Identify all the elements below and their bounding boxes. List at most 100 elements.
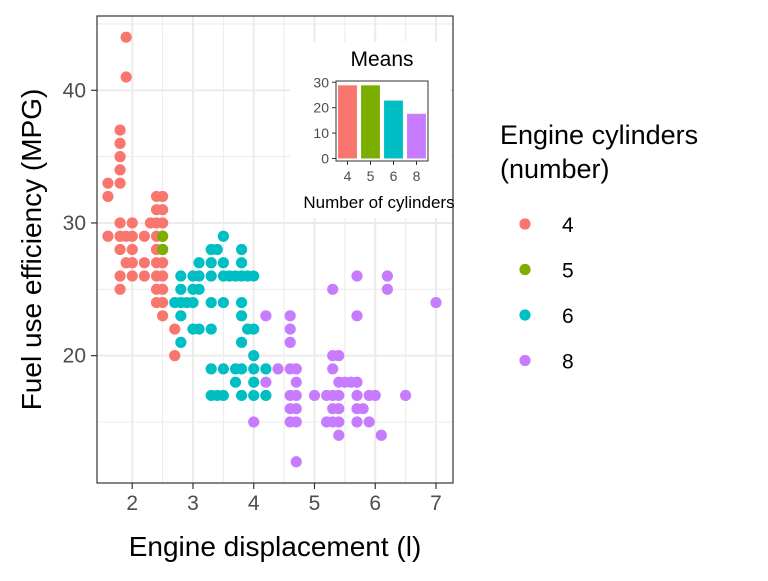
scatter-point [157, 190, 169, 203]
scatter-point [102, 230, 114, 242]
legend-key [519, 309, 531, 321]
scatter-point [193, 283, 205, 295]
inset-y-tick-label: 10 [313, 125, 329, 141]
scatter-point [169, 323, 181, 335]
scatter-point [126, 230, 138, 242]
scatter-point [114, 177, 126, 189]
scatter-point [333, 350, 345, 362]
legend-key [519, 354, 531, 367]
scatter-point [321, 416, 333, 428]
scatter-point [175, 310, 187, 322]
inset-bar [384, 100, 403, 159]
scatter-point [138, 257, 150, 269]
legend-label: 6 [562, 305, 574, 328]
legend-key [519, 263, 531, 276]
legend-entry: 4 [519, 214, 574, 237]
x-tick-label: 7 [430, 492, 442, 515]
scatter-point [120, 31, 132, 43]
scatter-point [248, 323, 260, 335]
scatter-point [157, 217, 169, 229]
scatter-point [114, 164, 126, 176]
legend-entry: 6 [519, 305, 574, 328]
scatter-point [126, 217, 138, 229]
scatter-point [248, 376, 260, 388]
inset-x-tick-label: 4 [344, 168, 352, 184]
legend-entry: 8 [519, 351, 574, 374]
scatter-point [290, 416, 302, 428]
legend-title: (number) [500, 154, 610, 184]
scatter-point [114, 217, 126, 229]
scatter-point [205, 257, 217, 269]
scatter-point [126, 270, 138, 282]
scatter-point [290, 363, 302, 375]
scatter-point [102, 190, 114, 203]
scatter-point [157, 310, 169, 322]
y-tick-label: 30 [63, 212, 86, 235]
scatter-points [102, 31, 442, 468]
inset-x-axis-title: Number of cylinders [303, 193, 454, 212]
y-tick-label: 20 [63, 345, 86, 368]
scatter-point [351, 389, 363, 402]
scatter-point [381, 270, 393, 282]
legend-label: 5 [562, 260, 574, 283]
legend: Engine cylinders (number) 4 5 6 8 [500, 120, 698, 374]
legend-title: Engine cylinders [500, 120, 698, 150]
scatter-point [400, 389, 412, 402]
scatter-point [157, 230, 169, 242]
inset-x-tick-label: 6 [390, 168, 398, 184]
scatter-point [327, 363, 339, 375]
scatter-point [351, 416, 363, 428]
scatter-point [175, 270, 187, 282]
legend-label: 4 [562, 214, 574, 237]
inset-title: Means [350, 48, 413, 71]
scatter-point [235, 389, 248, 402]
scatter-point [187, 296, 199, 309]
scatter-point [357, 403, 369, 415]
scatter-point [339, 376, 351, 388]
scatter-point [157, 243, 169, 256]
scatter-point [235, 243, 248, 256]
scatter-point [114, 270, 126, 282]
scatter-point [217, 296, 229, 309]
x-axis-title: Engine displacement (l) [129, 531, 422, 562]
scatter-point [235, 363, 248, 375]
scatter-point [333, 429, 345, 441]
scatter-point [157, 204, 169, 216]
scatter-point [430, 296, 442, 309]
legend-entry: 5 [519, 260, 574, 283]
scatter-point [157, 296, 169, 309]
scatter-point [363, 416, 375, 428]
scatter-point [102, 177, 114, 189]
series-6 [169, 230, 272, 402]
x-tick-label: 4 [248, 492, 260, 515]
scatter-point [333, 416, 345, 428]
scatter-point [187, 323, 199, 335]
scatter-point [284, 336, 296, 348]
scatter-point [290, 403, 302, 415]
scatter-point [114, 137, 126, 149]
inset-y-tick-label: 20 [313, 100, 329, 116]
scatter-point [175, 283, 187, 295]
series-5 [157, 230, 169, 256]
x-tick-label: 3 [187, 492, 199, 515]
scatter-point [114, 243, 126, 256]
scatter-point [290, 456, 302, 468]
inset-bar [407, 113, 426, 159]
scatter-point [205, 323, 217, 335]
scatter-point [157, 270, 169, 282]
scatter-point [211, 243, 223, 256]
scatter-point [205, 296, 217, 309]
scatter-point [157, 283, 169, 295]
scatter-point [175, 336, 187, 348]
scatter-point [138, 230, 150, 242]
legend-key [519, 218, 531, 230]
scatter-point [217, 257, 229, 269]
scatter-point [235, 310, 248, 322]
scatter-point [235, 336, 248, 348]
scatter-point [235, 296, 248, 309]
scatter-point [284, 310, 296, 322]
x-tick-label: 6 [369, 492, 381, 515]
scatter-point [260, 376, 272, 388]
series-8 [248, 270, 442, 468]
scatter-point [272, 363, 284, 375]
